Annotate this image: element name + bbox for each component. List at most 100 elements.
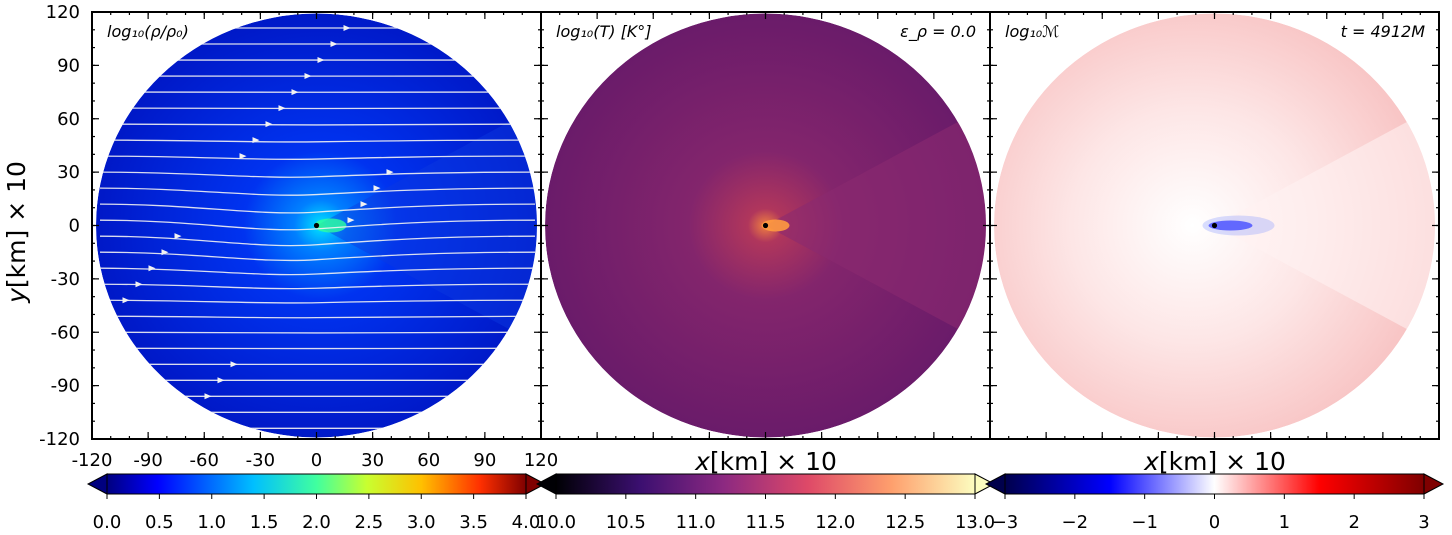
colorbar-tick-label: 11.0 — [676, 512, 716, 533]
streamline — [99, 203, 536, 214]
panel-2 — [541, 12, 990, 439]
streamline-arrow — [330, 41, 338, 48]
y-tick-label: 90 — [57, 55, 80, 76]
streamline-arrow — [343, 25, 351, 32]
black-hole-marker — [313, 222, 320, 229]
colorbar-tick-label: 10.0 — [536, 512, 576, 533]
colorbar-2: 10.0 10.5 11.0 11.5 12.0 12.5 13.0 — [535, 473, 996, 533]
streamline-arrow — [204, 393, 212, 400]
streamline — [99, 123, 536, 126]
colorbar-tick-label: 0 — [1209, 512, 1220, 533]
panels — [84, 12, 1439, 439]
y-axis-label: y[km] × 10 — [2, 161, 31, 304]
wake-cone — [1214, 85, 1435, 366]
subsonic-halo — [1202, 215, 1275, 236]
colorbar-over-arrow — [1423, 473, 1445, 495]
y-tick-label: 60 — [57, 109, 80, 130]
subsonic-core — [1208, 220, 1253, 231]
colorbar-tick-label: −2 — [1062, 512, 1089, 533]
streamline-arrow — [317, 57, 325, 64]
panel-label: log₁₀(T) [K°] — [556, 22, 652, 41]
y-tick-label: 0 — [69, 216, 80, 237]
y-tick-label: 30 — [57, 162, 80, 183]
streamline — [99, 219, 536, 231]
streamline — [99, 235, 536, 247]
colorbar-under-arrow — [535, 473, 557, 495]
x-tick-label: 0 — [311, 450, 322, 471]
colorbar-tick-label: 13.0 — [955, 512, 995, 533]
wake-cone — [316, 85, 537, 366]
streamline-arrow — [265, 121, 273, 128]
streamline — [99, 331, 536, 334]
streamline — [99, 315, 536, 319]
colorbar-tick-label: 2 — [1348, 512, 1359, 533]
colorbar-tick-label: 3.5 — [459, 512, 488, 533]
streamline-arrow — [122, 297, 130, 304]
streamline-arrow — [230, 361, 238, 368]
colorbar-under-arrow — [984, 473, 1006, 495]
streamline-arrow — [217, 377, 225, 384]
streamline — [99, 171, 536, 178]
streamline — [99, 155, 536, 161]
streamline-arrow — [174, 233, 182, 240]
streamline — [99, 267, 536, 276]
wake-cone — [765, 85, 986, 366]
colorbars: 0.0 0.5 1.0 1.5 2.0 2.5 3.0 3.5 4.010.0 10.5 11.0 1… — [86, 473, 1445, 533]
streamline-arrow — [84, 345, 91, 351]
colorbar-body — [106, 473, 527, 495]
colorbar-tick-label: 0.5 — [145, 512, 174, 533]
streamline-arrow — [373, 185, 381, 192]
x-tick-label: -90 — [133, 450, 162, 471]
y-tick-label: -90 — [51, 376, 80, 397]
colorbar-tick-label: 1.5 — [250, 512, 279, 533]
colorbar-body — [555, 473, 976, 495]
streamline — [99, 251, 536, 262]
streamline-arrow — [347, 217, 355, 224]
colorbar-tick-label: 0.0 — [93, 512, 122, 533]
panel-label: log₁₀ℳ — [1005, 22, 1059, 41]
streamline — [99, 139, 536, 143]
colorbar-tick-label: 2.0 — [302, 512, 331, 533]
black-hole-marker — [762, 222, 769, 229]
colorbar-1: 0.0 0.5 1.0 1.5 2.0 2.5 3.0 3.5 4.0 — [86, 473, 547, 533]
streamline-arrow — [304, 73, 312, 80]
colorbar-3: −3 −2 −1 0 1 2 3 — [984, 473, 1445, 533]
panel-1 — [84, 12, 541, 439]
streamline — [99, 187, 536, 196]
x-tick-label: 90 — [473, 450, 496, 471]
streamline-arrow — [252, 137, 260, 144]
colorbar-tick-label: 3.0 — [407, 512, 436, 533]
x-tick-label: 120 — [524, 450, 558, 471]
y-tick-label: -120 — [39, 429, 80, 450]
panel-label: log₁₀(ρ/ρ₀) — [107, 22, 189, 41]
streamline — [99, 283, 536, 290]
panel-right-label: t = 4912M — [1341, 22, 1426, 41]
y-tick-label: -30 — [51, 269, 80, 290]
colorbar-tick-label: 2.5 — [355, 512, 384, 533]
streamline-arrow — [360, 201, 368, 208]
colorbar-tick-label: 1.0 — [197, 512, 226, 533]
streamline — [99, 299, 536, 304]
streamline-arrow — [386, 169, 394, 176]
colorbar-tick-label: 10.5 — [606, 512, 646, 533]
x-tick-label: -30 — [246, 450, 275, 471]
streamline-arrow — [135, 281, 143, 288]
y-tick-label: 120 — [46, 2, 80, 23]
y-tick-label: -60 — [51, 322, 80, 343]
x-tick-label: 60 — [417, 450, 440, 471]
x-tick-label: 30 — [361, 450, 384, 471]
panel-3 — [990, 12, 1439, 439]
colorbar-under-arrow — [86, 473, 108, 495]
colorbar-tick-label: 3 — [1418, 512, 1429, 533]
x-axis-label-right: x[km] × 10 — [1143, 447, 1286, 476]
colorbar-tick-label: −3 — [992, 512, 1019, 533]
hot-core — [761, 219, 790, 232]
colorbar-tick-label: 1 — [1279, 512, 1290, 533]
streamline-arrow — [291, 89, 299, 96]
x-tick-label: -60 — [190, 450, 219, 471]
axes-frames: log₁₀(ρ/ρ₀) -120 -90 -60 -30 0 30 60 90 120 120 90 6… — [39, 2, 1440, 471]
colorbar-tick-label: 12.0 — [815, 512, 855, 533]
accretion-core — [314, 218, 347, 233]
colorbar-tick-label: 12.5 — [885, 512, 925, 533]
